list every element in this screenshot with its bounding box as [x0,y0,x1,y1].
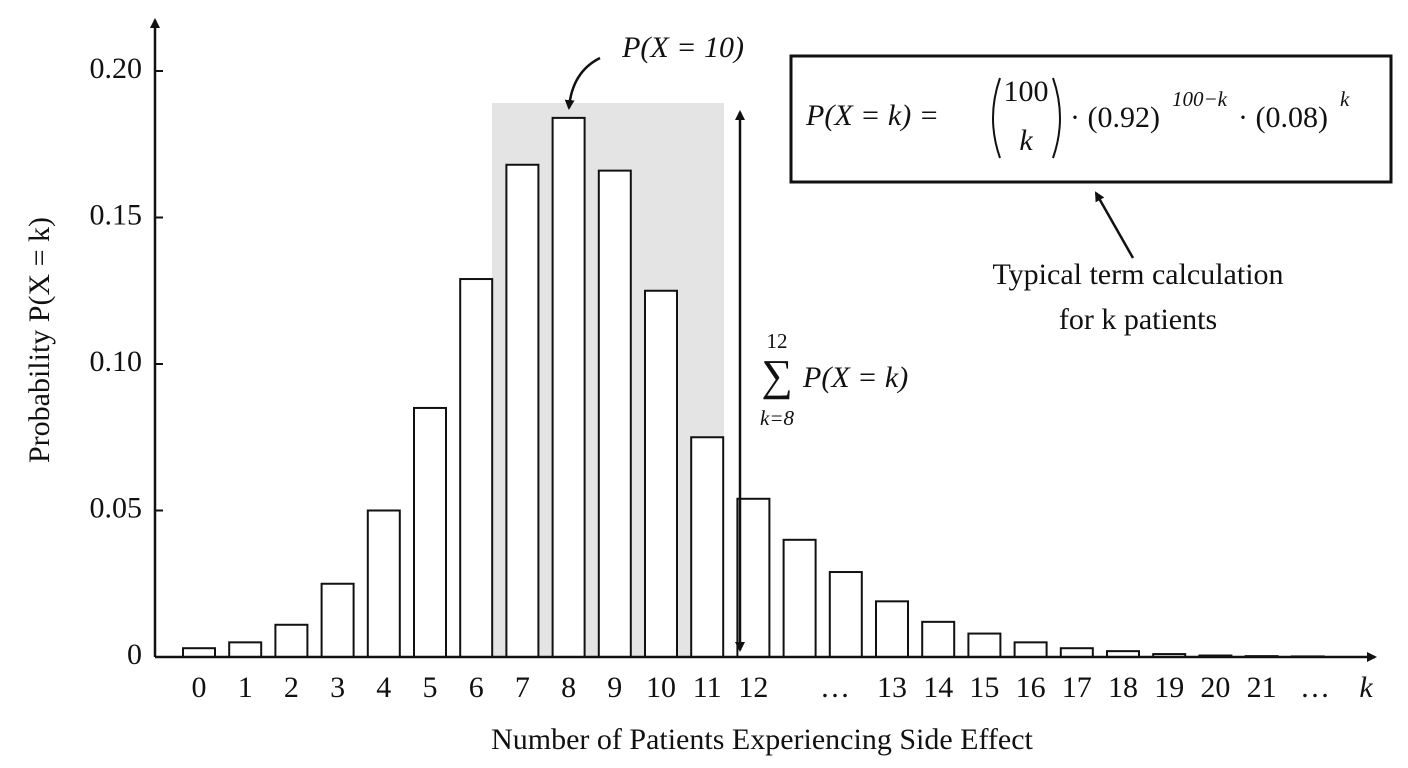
bar [366,509,401,658]
x-tick-label: 2 [284,671,299,704]
sum-bottom: k=8 [760,406,794,430]
bar [413,406,447,659]
bar [505,163,540,658]
x-tick-label: 16 [1016,671,1046,704]
peak-label: P(X = 10) [621,31,744,64]
y-axis-label: Probability P(X = k) [23,217,56,463]
note-arrow [1094,191,1135,259]
x-tick-label: 19 [1154,671,1184,704]
bar [690,436,725,658]
y-tick-label: 0 [127,638,142,671]
x-tick-label: 17 [1062,671,1092,704]
bar [228,641,263,658]
binom-bracket [992,77,1001,159]
note-text: Typical term calculation [992,258,1283,291]
x-tick-label: 11 [693,671,722,704]
formula-exponent: 100−k [1172,87,1228,111]
bar [828,571,863,659]
x-tick-label: 10 [646,671,676,704]
bar [1059,647,1094,659]
x-ellipsis: … [1300,671,1330,704]
bar [782,538,817,658]
x-tick-label: 0 [192,671,207,704]
y-tick-label: 0.05 [90,491,143,524]
x-tick-label: 9 [607,671,622,704]
x-tick-label: 21 [1247,671,1277,704]
y-tick-label: 0.10 [90,345,143,378]
x-tick-label: 20 [1200,671,1230,704]
bar [320,582,355,658]
x-tick-label: 7 [515,671,530,704]
x-tick-label: 15 [969,671,999,704]
note-text: for k patients [1059,303,1217,336]
bar [182,647,216,659]
formula-lhs: P(X = k) = [805,99,939,132]
bar [921,620,956,659]
formula-binom-bottom: k [1019,124,1033,157]
x-axis-end-label: k [1359,671,1373,704]
formula-exponent: k [1340,87,1350,111]
x-tick-label: 8 [561,671,576,704]
bar [274,623,309,659]
sum-term: P(X = k) [802,361,908,394]
x-tick-label: 4 [376,671,391,704]
formula-part: · (0.08) [1238,101,1328,134]
y-tick-label: 0.15 [90,198,143,231]
bar [551,116,586,658]
x-tick-label: 18 [1108,671,1138,704]
y-tick-label: 0.20 [90,52,143,85]
binom-bracket [1052,77,1061,159]
x-ellipsis: … [820,671,850,704]
x-tick-label: 14 [923,671,953,704]
x-tick-label: 5 [423,671,438,704]
bar [967,632,1002,658]
x-tick-label: 12 [738,671,768,704]
bar [1013,641,1048,658]
bar [736,497,771,658]
x-tick-label: 1 [238,671,253,704]
formula-box [789,54,1393,184]
formula-part: · (0.92) [1070,101,1160,134]
sum-top: 12 [767,329,788,353]
formula-binom-top: 100 [1004,75,1049,108]
peak-arrow [564,56,601,110]
bar [875,600,909,659]
bar [644,289,678,658]
x-axis-label: Number of Patients Experiencing Side Eff… [491,723,1033,756]
bar [459,278,494,658]
bar [597,169,632,658]
x-tick-label: 13 [877,671,907,704]
x-tick-label: 6 [469,671,484,704]
sum-symbol: ∑ [761,351,792,400]
x-tick-label: 3 [330,671,345,704]
